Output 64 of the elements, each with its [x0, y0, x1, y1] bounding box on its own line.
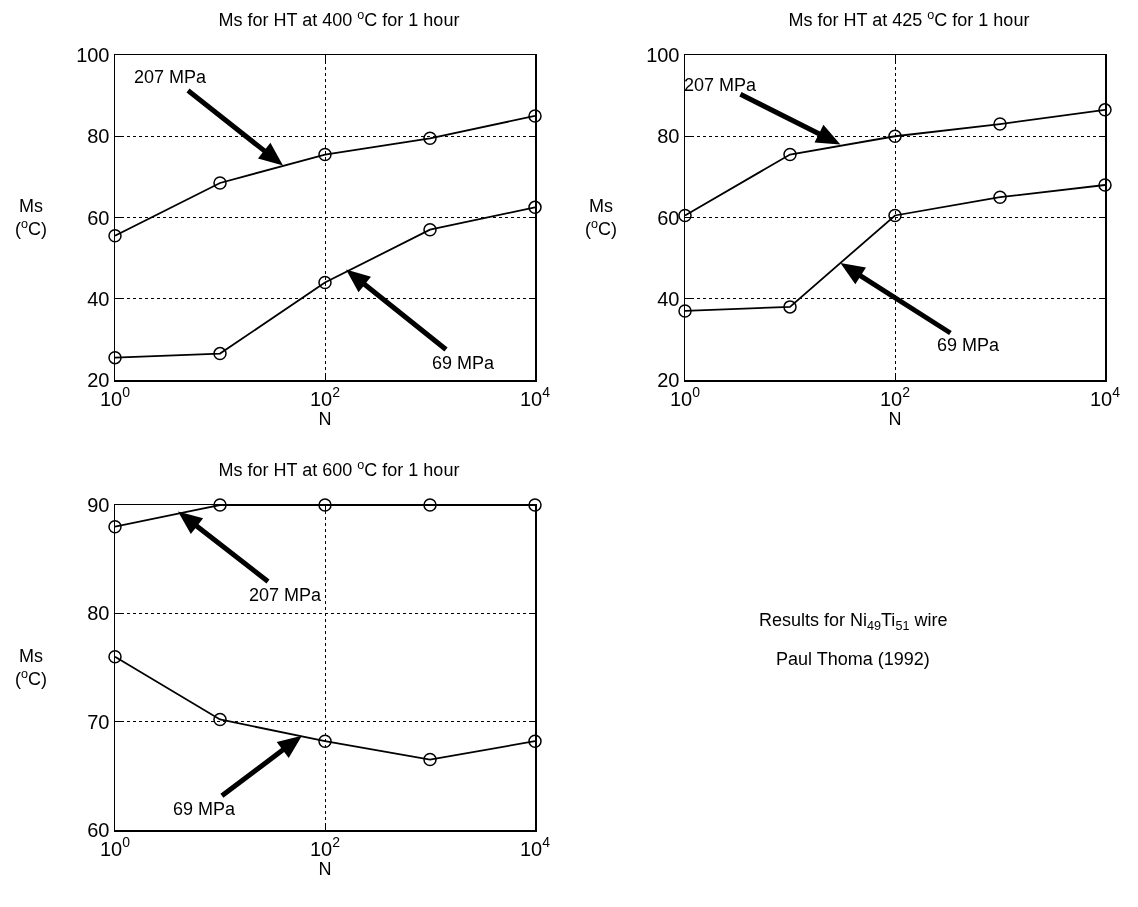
annotation: 69 MPa: [173, 799, 237, 819]
y-tick-label: 70: [87, 710, 110, 733]
annotation: 69 MPa: [937, 335, 1001, 355]
annotation: 69 MPa: [432, 353, 496, 373]
point: [993, 117, 1007, 131]
point: [213, 176, 227, 190]
point: [528, 734, 542, 748]
point: [678, 208, 692, 223]
chart-title: Ms for HT at 400 $^{o}$C for 1 hour: [218, 7, 460, 31]
point: [423, 131, 437, 146]
chart-title: Ms for HT at 600 $^{o}$C for 1 hour: [218, 457, 460, 481]
point: [783, 300, 797, 314]
x-tick-label: 10$^{4}$: [1089, 384, 1121, 410]
annotation: 207 MPa: [684, 75, 758, 95]
point: [888, 129, 902, 143]
y-tick-label: 60: [657, 206, 680, 229]
point: [528, 109, 542, 123]
point: [678, 304, 692, 318]
x-tick-label: 10$^{2}$: [309, 834, 341, 860]
point: [318, 498, 332, 512]
y-axis-title: Ms ($^{o}$C): [585, 196, 618, 240]
y-tick-label: 100: [646, 44, 680, 66]
text: Results for Ni$_{49}$Ti$_{51}$ wire: [759, 610, 948, 633]
x-tick-label: 10$^{2}$: [879, 384, 911, 410]
chart-title: Ms for HT at 425 $^{o}$C for 1 hour: [788, 7, 1030, 31]
point: [1098, 103, 1112, 117]
point: [108, 229, 122, 243]
annotation: 207 MPa: [249, 585, 323, 605]
text: Paul Thoma (1992): [776, 649, 930, 669]
point: [108, 519, 122, 534]
point: [423, 222, 437, 237]
point: [318, 275, 332, 290]
point: [888, 208, 902, 223]
x-tick-label: 10$^{4}$: [519, 834, 551, 860]
point: [213, 498, 227, 512]
point: [213, 712, 227, 727]
point: [1098, 178, 1112, 192]
point: [213, 346, 227, 361]
y-tick-label: 80: [87, 602, 110, 625]
x-axis-title: N: [318, 859, 332, 880]
x-tick-label: 10$^{4}$: [519, 384, 551, 410]
point: [423, 752, 437, 767]
point: [423, 498, 437, 512]
point: [318, 734, 332, 748]
point: [528, 498, 542, 512]
point: [528, 200, 542, 215]
y-tick-label: 100: [76, 44, 110, 66]
y-tick-label: 60: [87, 206, 110, 229]
y-tick-label: 90: [87, 494, 110, 516]
y-tick-label: 40: [657, 287, 680, 310]
x-tick-label: 10$^{2}$: [309, 384, 341, 410]
x-axis-title: N: [888, 409, 902, 430]
point: [993, 190, 1007, 204]
y-tick-label: 80: [87, 125, 110, 148]
x-axis-title: N: [318, 409, 332, 430]
point: [108, 350, 122, 365]
annotation: 207 MPa: [134, 67, 208, 87]
y-tick-label: 80: [657, 125, 680, 148]
y-tick-label: 40: [87, 287, 110, 310]
point: [783, 147, 797, 162]
y-axis-title: Ms ($^{o}$C): [15, 646, 48, 690]
point: [318, 147, 332, 162]
y-axis-title: Ms ($^{o}$C): [15, 196, 48, 240]
point: [108, 649, 122, 664]
